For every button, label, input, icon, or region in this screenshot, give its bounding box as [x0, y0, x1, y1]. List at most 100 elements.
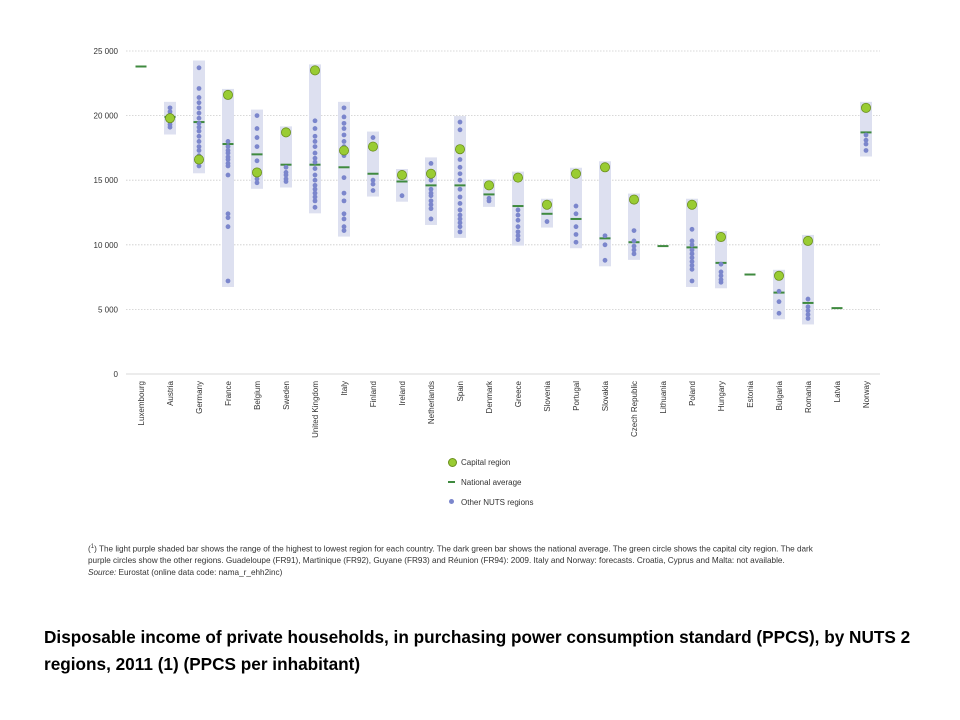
other-region-point	[341, 216, 347, 222]
legend-other: Other NUTS regions	[447, 492, 533, 512]
footnote-text: The light purple shaded bar shows the ra…	[88, 544, 813, 566]
country-label: Portugal	[572, 381, 581, 411]
y-tick-label: 5 000	[98, 305, 119, 314]
country-label: Slovenia	[543, 380, 552, 411]
other-region-point	[399, 193, 405, 199]
other-region-point	[863, 132, 869, 138]
range-bar	[222, 88, 234, 287]
country-label: Ireland	[398, 381, 407, 405]
capital-region-point	[338, 145, 349, 156]
other-region-point	[196, 110, 202, 116]
range-bar	[280, 126, 292, 188]
figure-caption: Disposable income of private households,…	[44, 627, 911, 674]
other-region-point	[341, 228, 347, 233]
other-region-point	[196, 65, 202, 71]
other-region-point	[341, 198, 347, 204]
other-region-point	[631, 251, 637, 257]
other-region-point	[312, 133, 318, 139]
range-bar	[628, 193, 640, 260]
other-region-point	[254, 144, 260, 150]
other-region-point	[225, 157, 231, 162]
other-region-point	[602, 242, 608, 248]
other-region-point	[254, 135, 260, 140]
other-region-point	[312, 177, 318, 183]
other-region-point	[718, 269, 724, 275]
other-region-point	[341, 224, 347, 230]
country-label: Finland	[369, 381, 378, 407]
other-region-point	[428, 193, 434, 199]
capital-region-point	[309, 65, 320, 76]
capital-region-point	[716, 232, 727, 243]
other-region-point	[312, 204, 318, 210]
other-region-point	[457, 186, 463, 192]
legend: Capital region National average Other NU…	[447, 452, 533, 512]
capital-region-point	[425, 168, 436, 179]
other-region-point	[196, 124, 202, 130]
disposable-income-chart: 0 5 000 10 000 15 000 20 000 25 000 Luxembour…	[94, 47, 880, 438]
capital-region-point	[803, 235, 814, 246]
capital-region-point	[396, 170, 407, 181]
other-region-point	[254, 158, 260, 164]
other-region-point	[341, 114, 347, 120]
other-region-point	[718, 273, 724, 279]
other-region-point	[428, 186, 434, 192]
other-region-point	[312, 159, 318, 165]
country-label: Belgium	[253, 381, 262, 410]
country-label: Lithuania	[659, 380, 668, 413]
other-region-point	[312, 190, 318, 196]
other-region-point	[776, 310, 782, 316]
other-region-point	[312, 182, 318, 188]
range-bar	[715, 231, 727, 289]
y-tick-label: 0	[114, 370, 119, 379]
other-region-point	[718, 261, 724, 267]
other-region-point	[225, 215, 231, 221]
country-label: Hungary	[717, 381, 726, 411]
other-region-point	[312, 194, 318, 200]
capital-region-points	[164, 65, 872, 281]
legend-capital: Capital region	[447, 452, 533, 472]
other-region-point	[863, 141, 869, 147]
country-label: Germany	[195, 381, 204, 414]
other-region-point	[341, 126, 347, 131]
range-bar	[338, 101, 350, 237]
other-region-point	[196, 128, 202, 134]
range-bar	[367, 131, 379, 197]
other-region-point	[602, 233, 608, 239]
other-region-point	[196, 100, 202, 106]
other-region-point	[341, 190, 347, 196]
other-region-point	[544, 219, 550, 224]
other-region-point	[515, 229, 521, 235]
other-region-point	[225, 211, 231, 217]
other-region-point	[225, 144, 231, 150]
capital-region-point	[542, 199, 553, 210]
other-region-point	[602, 257, 608, 263]
country-label: Netherlands	[427, 381, 436, 424]
country-label: Denmark	[485, 380, 494, 413]
other-region-point	[196, 144, 202, 150]
other-region-point	[457, 220, 463, 226]
y-tick-label: 25 000	[94, 47, 119, 56]
capital-region-point	[367, 141, 378, 152]
other-region-point	[196, 86, 202, 91]
other-region-point	[341, 132, 347, 138]
other-region-point	[689, 238, 695, 244]
other-region-point	[428, 206, 434, 212]
other-region-point	[254, 113, 260, 118]
capital-region-point	[629, 194, 640, 205]
capital-region-point	[600, 162, 611, 173]
other-region-point	[196, 148, 202, 153]
other-region-point	[370, 181, 376, 187]
other-region-point	[457, 212, 463, 218]
other-region-point	[573, 232, 579, 237]
other-region-point	[428, 216, 434, 222]
other-region-point	[805, 316, 811, 321]
other-region-point	[689, 255, 695, 261]
other-region-point	[805, 296, 811, 302]
other-region-point	[167, 124, 173, 130]
other-region-point	[370, 177, 376, 183]
other-region-point	[457, 216, 463, 222]
capital-region-point	[687, 199, 698, 210]
other-marker-icon	[447, 497, 457, 507]
other-region-point	[689, 226, 695, 232]
source-label: Source:	[88, 567, 117, 577]
